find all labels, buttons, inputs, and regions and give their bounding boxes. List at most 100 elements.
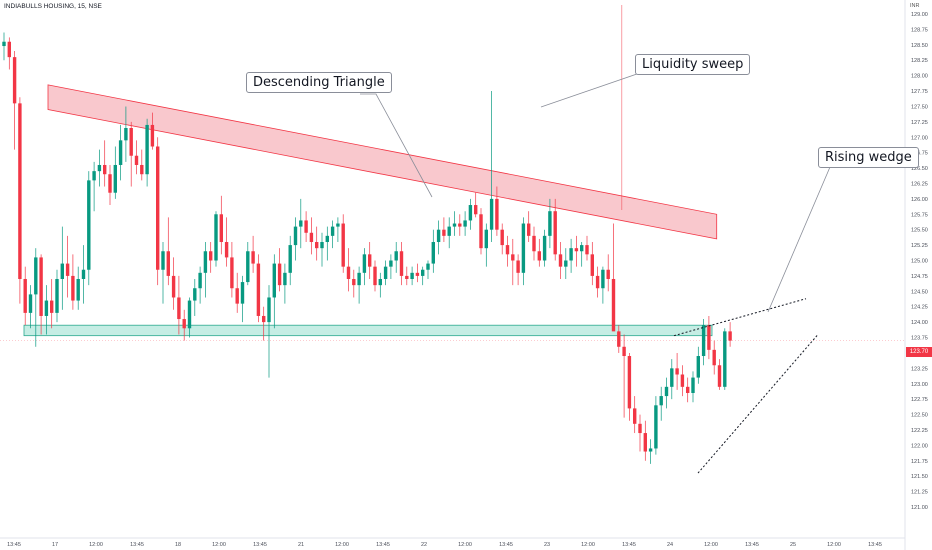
candle-body (103, 164, 107, 175)
y-tick-label: 127.25 (911, 120, 928, 126)
candle-body (309, 232, 314, 243)
x-tick-label: 24 (667, 542, 673, 548)
resistance-band (47, 84, 718, 240)
candle-body (585, 245, 589, 255)
y-tick-label: 126.50 (911, 166, 928, 172)
descending-triangle-callout[interactable]: Descending Triangle (246, 72, 392, 93)
y-tick-label: 128.50 (911, 43, 928, 49)
candle-body (235, 288, 239, 304)
candle-body (368, 254, 372, 267)
x-tick-label: 12:00 (89, 542, 103, 548)
candle-body (87, 180, 91, 270)
candle-body (521, 223, 526, 273)
candle-body (638, 423, 642, 434)
x-tick-label: 13:45 (130, 542, 144, 548)
candle-body (193, 288, 197, 301)
candle-body (728, 331, 732, 341)
x-tick-label: 12:00 (704, 542, 718, 548)
candle-body (553, 211, 557, 255)
candle-body (209, 251, 213, 261)
liquidity-sweep-callout[interactable]: Liquidity sweep (635, 54, 751, 75)
candle-body (664, 386, 669, 397)
candle-body (330, 226, 335, 236)
candle-body (277, 263, 282, 286)
y-tick-label: 126.25 (911, 181, 928, 187)
y-tick-label: 125.00 (911, 259, 928, 265)
y-tick-label: 123.00 (911, 382, 928, 388)
y-tick-label: 122.25 (911, 428, 928, 434)
candle-body (357, 272, 361, 286)
candle-body (304, 220, 308, 233)
candle-body (378, 278, 382, 286)
x-tick-label: 22 (421, 542, 427, 548)
candle-body (129, 128, 133, 156)
candle-body (240, 282, 245, 304)
candle-body (97, 164, 102, 172)
candle-body (156, 146, 160, 270)
candle-body (532, 235, 536, 252)
y-tick-label: 124.50 (911, 289, 928, 295)
candle-body (288, 245, 292, 273)
y-tick-label: 127.50 (911, 104, 928, 110)
candle-body (219, 214, 223, 243)
candle-body (495, 198, 499, 230)
candle-body (611, 278, 616, 332)
candle-body (76, 278, 80, 301)
candle-body (479, 214, 483, 249)
candle-body (23, 278, 27, 313)
candle-body (352, 278, 356, 286)
candle-body (569, 248, 573, 261)
candle-body (251, 251, 255, 264)
candle-body (187, 300, 192, 329)
y-tick-label: 122.50 (911, 413, 928, 419)
x-tick-label: 13:45 (376, 542, 390, 548)
candle-body (161, 251, 165, 270)
candle-body (65, 263, 70, 276)
x-tick-label: 13:45 (499, 542, 513, 548)
candle-body (18, 103, 22, 279)
x-tick-label: 25 (790, 542, 796, 548)
candle-body (224, 242, 229, 258)
x-tick-label: 13:45 (7, 542, 21, 548)
last-price-tag: 123.70 (906, 347, 932, 357)
candle-body (452, 223, 457, 227)
candle-body (622, 346, 626, 357)
x-tick-label: 12:00 (458, 542, 472, 548)
y-tick-label: 125.25 (911, 243, 928, 249)
candle-body (39, 257, 43, 316)
candle-body (447, 226, 451, 236)
candle-body (474, 205, 478, 215)
y-tick-label: 129.00 (911, 12, 928, 18)
x-tick-label: 12:00 (827, 542, 841, 548)
candle-body (81, 269, 86, 279)
candle-body (60, 263, 64, 279)
candle-body (415, 272, 420, 276)
candle-body (267, 297, 271, 323)
candle-body (272, 263, 276, 298)
candle-body (505, 245, 510, 255)
candle-body (723, 331, 727, 387)
candle-body (410, 272, 414, 279)
candle-body (542, 235, 547, 261)
candle-body (171, 275, 176, 298)
candle-body (696, 356, 700, 378)
candle-body (601, 269, 605, 289)
y-tick-label: 124.00 (911, 320, 928, 326)
candle-body (12, 57, 17, 104)
candle-body (373, 266, 377, 286)
candle-body (527, 223, 531, 236)
y-tick-label: 123.25 (911, 366, 928, 372)
candle-body (203, 251, 208, 273)
candle-body (394, 251, 398, 261)
candle-body (712, 349, 716, 366)
candle-body (55, 278, 59, 313)
candle-body (7, 41, 11, 58)
candle-body (399, 251, 404, 276)
y-tick-label: 122.00 (911, 443, 928, 449)
candle-body (574, 248, 579, 252)
rising-wedge-callout[interactable]: Rising wedge (818, 147, 919, 168)
candle-body (707, 325, 711, 350)
candle-body (2, 41, 6, 47)
